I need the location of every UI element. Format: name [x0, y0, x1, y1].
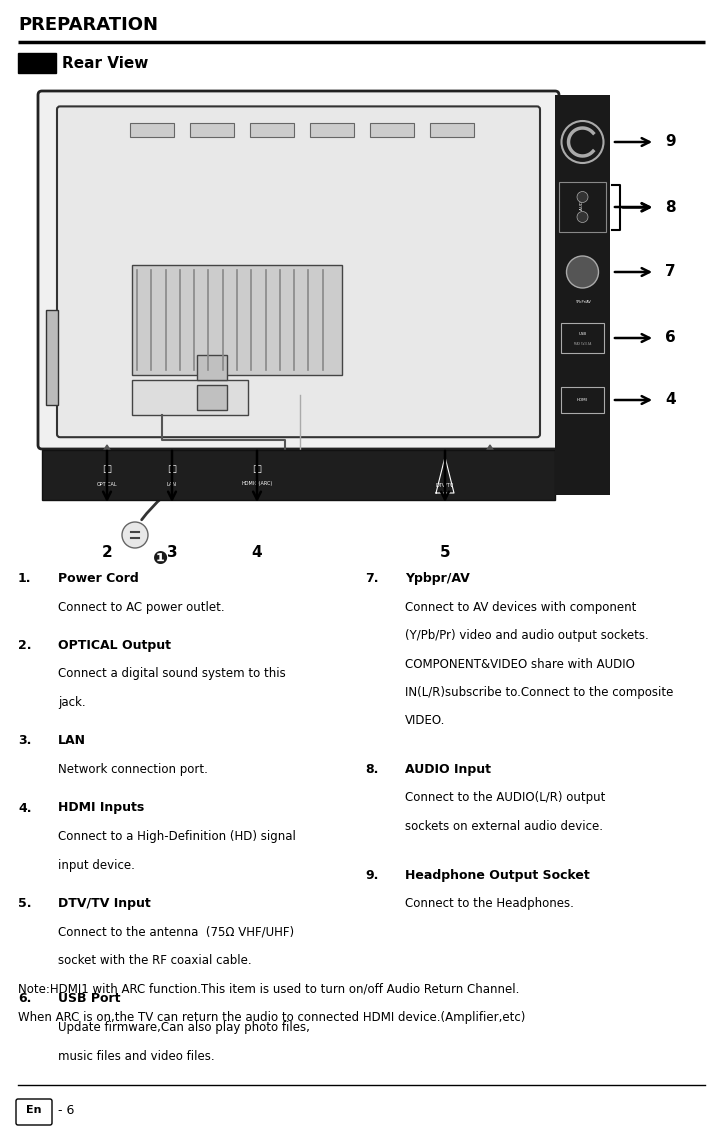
Text: 8.: 8.	[365, 763, 378, 776]
Text: 6.: 6.	[18, 993, 31, 1005]
Polygon shape	[470, 445, 510, 477]
Text: Note:HDMI1 with ARC function.This item is used to turn on/off Audio Return Chann: Note:HDMI1 with ARC function.This item i…	[18, 982, 519, 995]
Text: VIDEO.: VIDEO.	[405, 714, 445, 728]
Text: 2.: 2.	[18, 639, 32, 652]
FancyBboxPatch shape	[16, 1099, 52, 1125]
Text: USB Port: USB Port	[58, 993, 121, 1005]
Text: AUDIO Input: AUDIO Input	[405, 763, 491, 776]
Text: MAX 5V∶0.5A: MAX 5V∶0.5A	[574, 342, 591, 346]
Text: Rear View: Rear View	[62, 56, 148, 71]
Text: Update firmware,Can also play photo files,: Update firmware,Can also play photo file…	[58, 1021, 310, 1034]
Text: Ypbpr/AV: Ypbpr/AV	[405, 572, 470, 585]
Circle shape	[577, 192, 588, 202]
Text: 1.: 1.	[18, 572, 32, 585]
Text: 8: 8	[665, 200, 675, 215]
Text: IN(L/R)subscribe to.Connect to the composite: IN(L/R)subscribe to.Connect to the compo…	[405, 686, 673, 699]
Text: 6: 6	[665, 331, 676, 346]
Bar	[132, 380, 247, 415]
Text: 4: 4	[665, 393, 675, 407]
Text: YPbPr/AV: YPbPr/AV	[575, 300, 591, 304]
Text: DTV/TV Input: DTV/TV Input	[58, 897, 151, 911]
Text: Connect to the AUDIO(L/R) output: Connect to the AUDIO(L/R) output	[405, 792, 605, 804]
Bar	[310, 123, 354, 137]
Bar	[197, 355, 227, 380]
Text: Connect to a High-Definition (HD) signal: Connect to a High-Definition (HD) signal	[58, 830, 296, 843]
Bar	[132, 265, 342, 375]
Text: (Y/Pb/Pr) video and audio output sockets.: (Y/Pb/Pr) video and audio output sockets…	[405, 629, 649, 642]
Text: 7: 7	[665, 265, 675, 280]
Text: AUDIO IN: AUDIO IN	[581, 192, 584, 210]
FancyBboxPatch shape	[57, 106, 540, 437]
Text: 5: 5	[440, 545, 450, 560]
Text: 9: 9	[665, 135, 675, 149]
Text: □: □	[103, 464, 111, 474]
Text: Network connection port.: Network connection port.	[58, 763, 208, 776]
Bar	[190, 123, 234, 137]
Text: USB: USB	[578, 332, 586, 335]
Text: music files and video files.: music files and video files.	[58, 1050, 215, 1062]
Bar	[559, 183, 606, 232]
Text: LAN: LAN	[167, 482, 177, 486]
Text: LAN: LAN	[58, 735, 86, 747]
Bar	[370, 123, 414, 137]
Text: Connect to AV devices with component: Connect to AV devices with component	[405, 600, 636, 614]
Text: HDMI Inputs: HDMI Inputs	[58, 801, 145, 815]
Text: PREPARATION: PREPARATION	[18, 16, 158, 34]
Text: HDMI: HDMI	[577, 398, 588, 402]
Text: 3.: 3.	[18, 735, 31, 747]
Text: 3: 3	[167, 545, 177, 560]
Text: 2: 2	[102, 545, 112, 560]
Text: ❶: ❶	[153, 550, 168, 568]
Bar	[430, 123, 474, 137]
Text: Connect a digital sound system to this: Connect a digital sound system to this	[58, 667, 286, 680]
Bar	[561, 323, 604, 353]
Text: 4.: 4.	[18, 801, 32, 815]
Text: Connect to the antenna  (75Ω VHF/UHF): Connect to the antenna (75Ω VHF/UHF)	[58, 925, 294, 939]
Text: sockets on external audio device.: sockets on external audio device.	[405, 820, 603, 833]
Bar	[555, 95, 610, 495]
Text: COMPONENT&VIDEO share with AUDIO: COMPONENT&VIDEO share with AUDIO	[405, 657, 635, 671]
Circle shape	[562, 121, 604, 163]
Text: OPTICAL Output: OPTICAL Output	[58, 639, 171, 652]
Text: 7.: 7.	[365, 572, 379, 585]
Text: 5.: 5.	[18, 897, 32, 911]
Text: Connect to AC power outlet.: Connect to AC power outlet.	[58, 600, 225, 614]
Text: DTV/TV: DTV/TV	[436, 483, 454, 487]
Text: jack.: jack.	[58, 696, 85, 709]
Bar	[197, 385, 227, 410]
Circle shape	[567, 256, 599, 288]
Text: OPTICAL: OPTICAL	[97, 482, 117, 486]
Text: Connect to the Headphones.: Connect to the Headphones.	[405, 897, 574, 911]
Bar	[18, 52, 56, 73]
Circle shape	[122, 521, 148, 548]
Circle shape	[577, 211, 588, 222]
Bar	[130, 123, 174, 137]
Text: socket with the RF coaxial cable.: socket with the RF coaxial cable.	[58, 954, 252, 968]
Text: Power Cord: Power Cord	[58, 572, 139, 585]
Polygon shape	[87, 445, 127, 477]
Text: Headphone Output Socket: Headphone Output Socket	[405, 868, 590, 882]
Text: □: □	[168, 464, 176, 474]
Text: input device.: input device.	[58, 858, 135, 872]
Bar	[42, 450, 555, 500]
Bar	[561, 387, 604, 413]
Text: □: □	[252, 464, 262, 474]
FancyBboxPatch shape	[38, 91, 559, 450]
Bar	[250, 123, 294, 137]
Text: - 6: - 6	[58, 1103, 74, 1117]
Text: En: En	[26, 1104, 42, 1115]
Text: 4: 4	[252, 545, 262, 560]
Text: HDMI①(ARC): HDMI①(ARC)	[241, 482, 273, 486]
Text: 9.: 9.	[365, 868, 378, 882]
Bar	[46, 310, 58, 405]
Text: When ARC is on,the TV can return the audio to connected HDMI device.(Amplifier,e: When ARC is on,the TV can return the aud…	[18, 1011, 526, 1023]
